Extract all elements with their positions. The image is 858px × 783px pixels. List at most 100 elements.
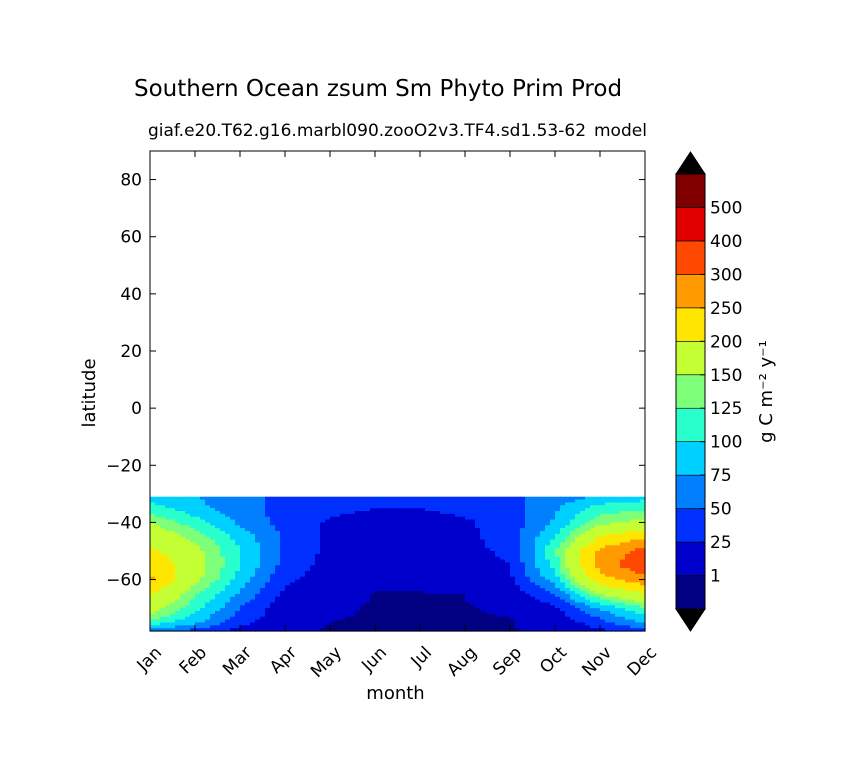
heatmap-cell xyxy=(390,525,396,529)
heatmap-cell xyxy=(225,573,231,578)
heatmap-cell xyxy=(550,616,556,621)
heatmap-cell xyxy=(270,499,276,504)
heatmap-cell xyxy=(255,619,261,624)
heatmap-cell xyxy=(215,551,221,555)
heatmap-cell xyxy=(440,576,446,581)
heatmap-cell xyxy=(405,542,411,546)
heatmap-cell xyxy=(155,571,161,575)
heatmap-cell xyxy=(515,522,521,526)
heatmap-cell xyxy=(285,511,291,515)
heatmap-cell xyxy=(170,602,176,606)
heatmap-cell xyxy=(190,528,196,532)
heatmap-cell xyxy=(390,513,396,518)
heatmap-cell xyxy=(265,516,271,521)
heatmap-cell xyxy=(325,571,331,575)
heatmap-cell xyxy=(295,628,301,632)
heatmap-cell xyxy=(170,622,176,626)
heatmap-cell xyxy=(175,593,181,598)
heatmap-cell xyxy=(200,576,206,581)
heatmap-cell xyxy=(190,502,196,506)
heatmap-cell xyxy=(575,608,581,612)
heatmap-cell xyxy=(260,625,266,629)
heatmap-cell xyxy=(600,616,606,621)
heatmap-cell xyxy=(345,571,351,575)
heatmap-cell xyxy=(620,613,626,618)
heatmap-cell xyxy=(425,628,431,632)
heatmap-cell xyxy=(450,628,456,632)
y-tick-label: 40 xyxy=(120,285,142,305)
heatmap-cell xyxy=(390,562,396,566)
heatmap-cell xyxy=(540,573,546,578)
heatmap-cell xyxy=(525,539,531,544)
heatmap-cell xyxy=(220,548,226,552)
heatmap-cell xyxy=(600,579,606,584)
heatmap-cell xyxy=(550,548,556,552)
heatmap-cell xyxy=(460,608,466,612)
heatmap-cell xyxy=(535,585,541,589)
heatmap-cell xyxy=(165,568,171,572)
heatmap-cell xyxy=(585,593,591,598)
heatmap-cell xyxy=(355,505,361,509)
colorbar-label: g C m⁻² y⁻¹ xyxy=(756,340,777,443)
heatmap-cell xyxy=(305,628,311,632)
heatmap-cell xyxy=(260,522,266,526)
heatmap-cell xyxy=(195,599,201,604)
heatmap-cell xyxy=(500,591,506,595)
heatmap-cell xyxy=(400,611,406,615)
heatmap-cell xyxy=(475,545,481,549)
heatmap-cell xyxy=(550,528,556,532)
heatmap-cell xyxy=(320,513,326,518)
heatmap-cell xyxy=(360,548,366,552)
heatmap-cell xyxy=(220,596,226,601)
heatmap-cell xyxy=(510,565,516,569)
heatmap-cell xyxy=(500,516,506,521)
heatmap-cell xyxy=(270,599,276,604)
heatmap-cell xyxy=(220,559,226,564)
heatmap-cell xyxy=(525,591,531,595)
heatmap-cell xyxy=(505,559,511,564)
heatmap-cell xyxy=(330,596,336,601)
heatmap-cell xyxy=(450,613,456,618)
heatmap-cell xyxy=(380,508,386,512)
heatmap-cell xyxy=(265,542,271,546)
heatmap-cell xyxy=(275,542,281,546)
heatmap-cell xyxy=(535,528,541,532)
heatmap-cell xyxy=(265,502,271,506)
heatmap-cell xyxy=(350,513,356,518)
heatmap-cell xyxy=(640,542,646,546)
heatmap-cell xyxy=(525,511,531,515)
heatmap-cell xyxy=(405,619,411,624)
heatmap-cell xyxy=(175,565,181,569)
heatmap-cell xyxy=(575,499,581,504)
heatmap-cell xyxy=(510,511,516,515)
heatmap-cell xyxy=(205,545,211,549)
heatmap-cell xyxy=(380,542,386,546)
heatmap-cell xyxy=(385,551,391,555)
heatmap-cell xyxy=(575,568,581,572)
heatmap-cell xyxy=(640,545,646,549)
heatmap-cell xyxy=(505,576,511,581)
heatmap-cell xyxy=(405,588,411,592)
heatmap-cell xyxy=(220,599,226,604)
heatmap-cell xyxy=(160,542,166,546)
y-tick-label: 20 xyxy=(120,342,142,362)
heatmap-cell xyxy=(475,585,481,589)
heatmap-cell xyxy=(575,525,581,529)
heatmap-cell xyxy=(175,608,181,612)
heatmap-cell xyxy=(520,533,526,538)
heatmap-cell xyxy=(520,513,526,518)
heatmap-cell xyxy=(515,599,521,604)
heatmap-cell xyxy=(185,533,191,538)
heatmap-cell xyxy=(150,525,156,529)
heatmap-cell xyxy=(520,616,526,621)
heatmap-cell xyxy=(165,599,171,604)
heatmap-cell xyxy=(300,576,306,581)
heatmap-cell xyxy=(490,496,496,501)
heatmap-cell xyxy=(175,542,181,546)
heatmap-cell xyxy=(365,496,371,501)
heatmap-cell xyxy=(590,513,596,518)
x-axis-label: month xyxy=(366,683,424,704)
heatmap-cell xyxy=(220,625,226,629)
heatmap-cell xyxy=(345,585,351,589)
heatmap-cell xyxy=(185,568,191,572)
